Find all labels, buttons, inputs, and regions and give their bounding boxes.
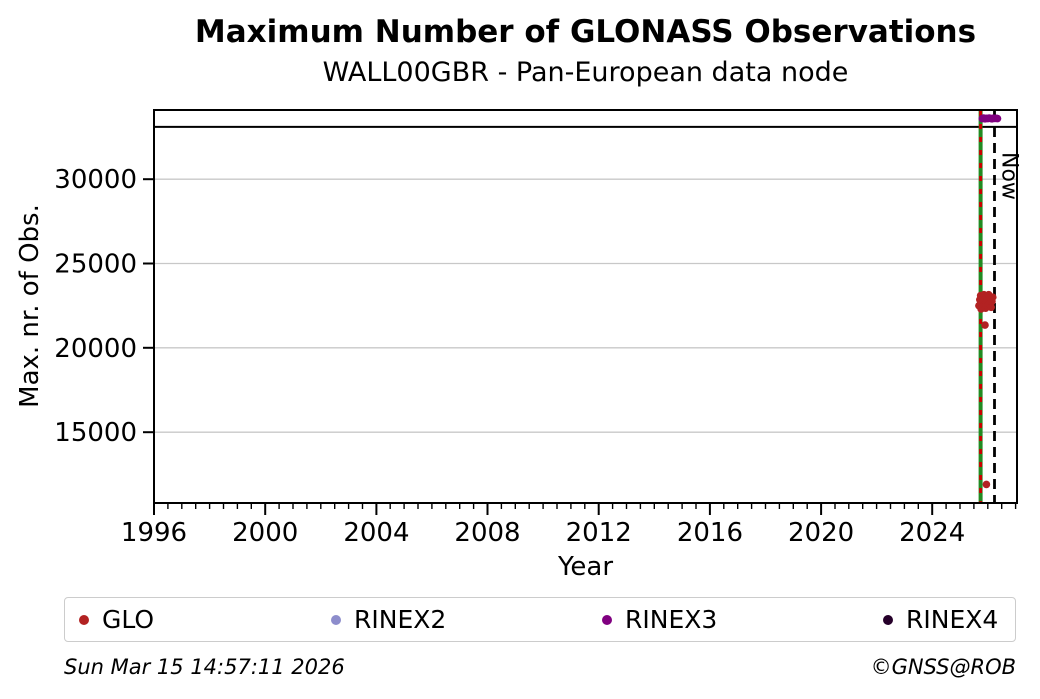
x-tick-label: 2000 — [232, 518, 298, 548]
y-tick-label: 25000 — [54, 250, 137, 280]
x-tick-label: 1996 — [121, 518, 187, 548]
now-label: Now — [997, 152, 1022, 200]
y-tick-label: 15000 — [54, 418, 137, 448]
rinex2-marker-icon — [331, 614, 341, 625]
x-tick-label: 2004 — [343, 518, 409, 548]
y-tick-label: 30000 — [54, 165, 137, 195]
plot-timestamp: Sun Mar 15 14:57:11 2026 — [64, 655, 345, 679]
legend-item-rinex3: RINEX3 — [602, 598, 717, 641]
x-tick-label: 2020 — [788, 518, 854, 548]
legend-item-rinex4: RINEX4 — [883, 598, 998, 641]
legend-label-rinex3: RINEX3 — [625, 605, 718, 634]
point-rinex3 — [993, 114, 1002, 123]
legend-item-glo: GLO — [79, 598, 154, 641]
chart-subtitle: WALL00GBR - Pan-European data node — [322, 57, 849, 88]
point-glo — [982, 480, 991, 489]
x-tick-label: 2008 — [454, 518, 520, 548]
legend: GLO RINEX2 RINEX3 RINEX4 — [64, 597, 1016, 642]
legend-label-rinex4: RINEX4 — [906, 605, 999, 634]
legend-label-rinex2: RINEX2 — [354, 605, 447, 634]
legend-item-rinex2: RINEX2 — [331, 598, 446, 641]
y-tick-label: 20000 — [54, 334, 137, 364]
point-glo — [981, 321, 989, 329]
chart-title: Maximum Number of GLONASS Observations — [194, 14, 977, 50]
plot-frame — [153, 109, 1018, 504]
x-tick-label: 2024 — [899, 518, 965, 548]
credit-text: ©GNSS@ROB — [870, 655, 1016, 679]
rinex3-marker-icon — [602, 614, 612, 625]
x-tick-label: 2016 — [677, 518, 743, 548]
point-glo — [989, 293, 997, 302]
legend-label-glo: GLO — [102, 605, 155, 634]
rinex4-marker-icon — [883, 614, 893, 625]
x-axis-label: Year — [557, 552, 614, 582]
y-axis-label: Max. nr. of Obs. — [15, 204, 45, 408]
point-glo — [987, 303, 995, 312]
x-tick-label: 2012 — [566, 518, 632, 548]
glo-marker-icon — [79, 614, 89, 625]
